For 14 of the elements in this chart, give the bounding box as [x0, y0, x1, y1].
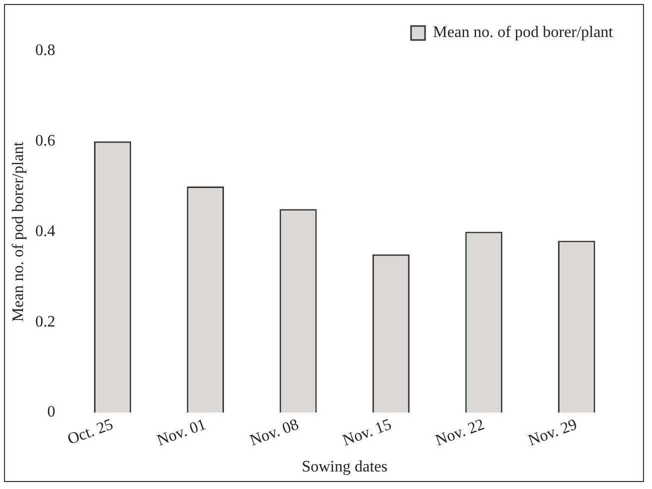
y-tick-label: 0.2 [35, 313, 56, 330]
y-tick-label: 0.4 [35, 222, 56, 240]
x-tick-label: Nov. 01 [154, 416, 208, 450]
x-tick-label: Nov. 22 [433, 416, 487, 450]
y-tick-label: 0.6 [35, 132, 56, 150]
x-axis-title: Sowing dates [302, 458, 388, 476]
x-tick-label: Oct. 25 [65, 416, 116, 448]
y-tick-label: 0.8 [35, 42, 56, 60]
x-tick-label: Nov. 08 [248, 416, 302, 450]
y-axis-title: Mean no. of pod borer/plant [10, 141, 27, 322]
y-tick-label: 0 [47, 404, 56, 421]
legend-label: Mean no. of pod borer/plant [433, 24, 614, 42]
x-tick-label: Nov. 29 [526, 416, 580, 450]
x-tick-label: Nov. 15 [340, 416, 394, 450]
